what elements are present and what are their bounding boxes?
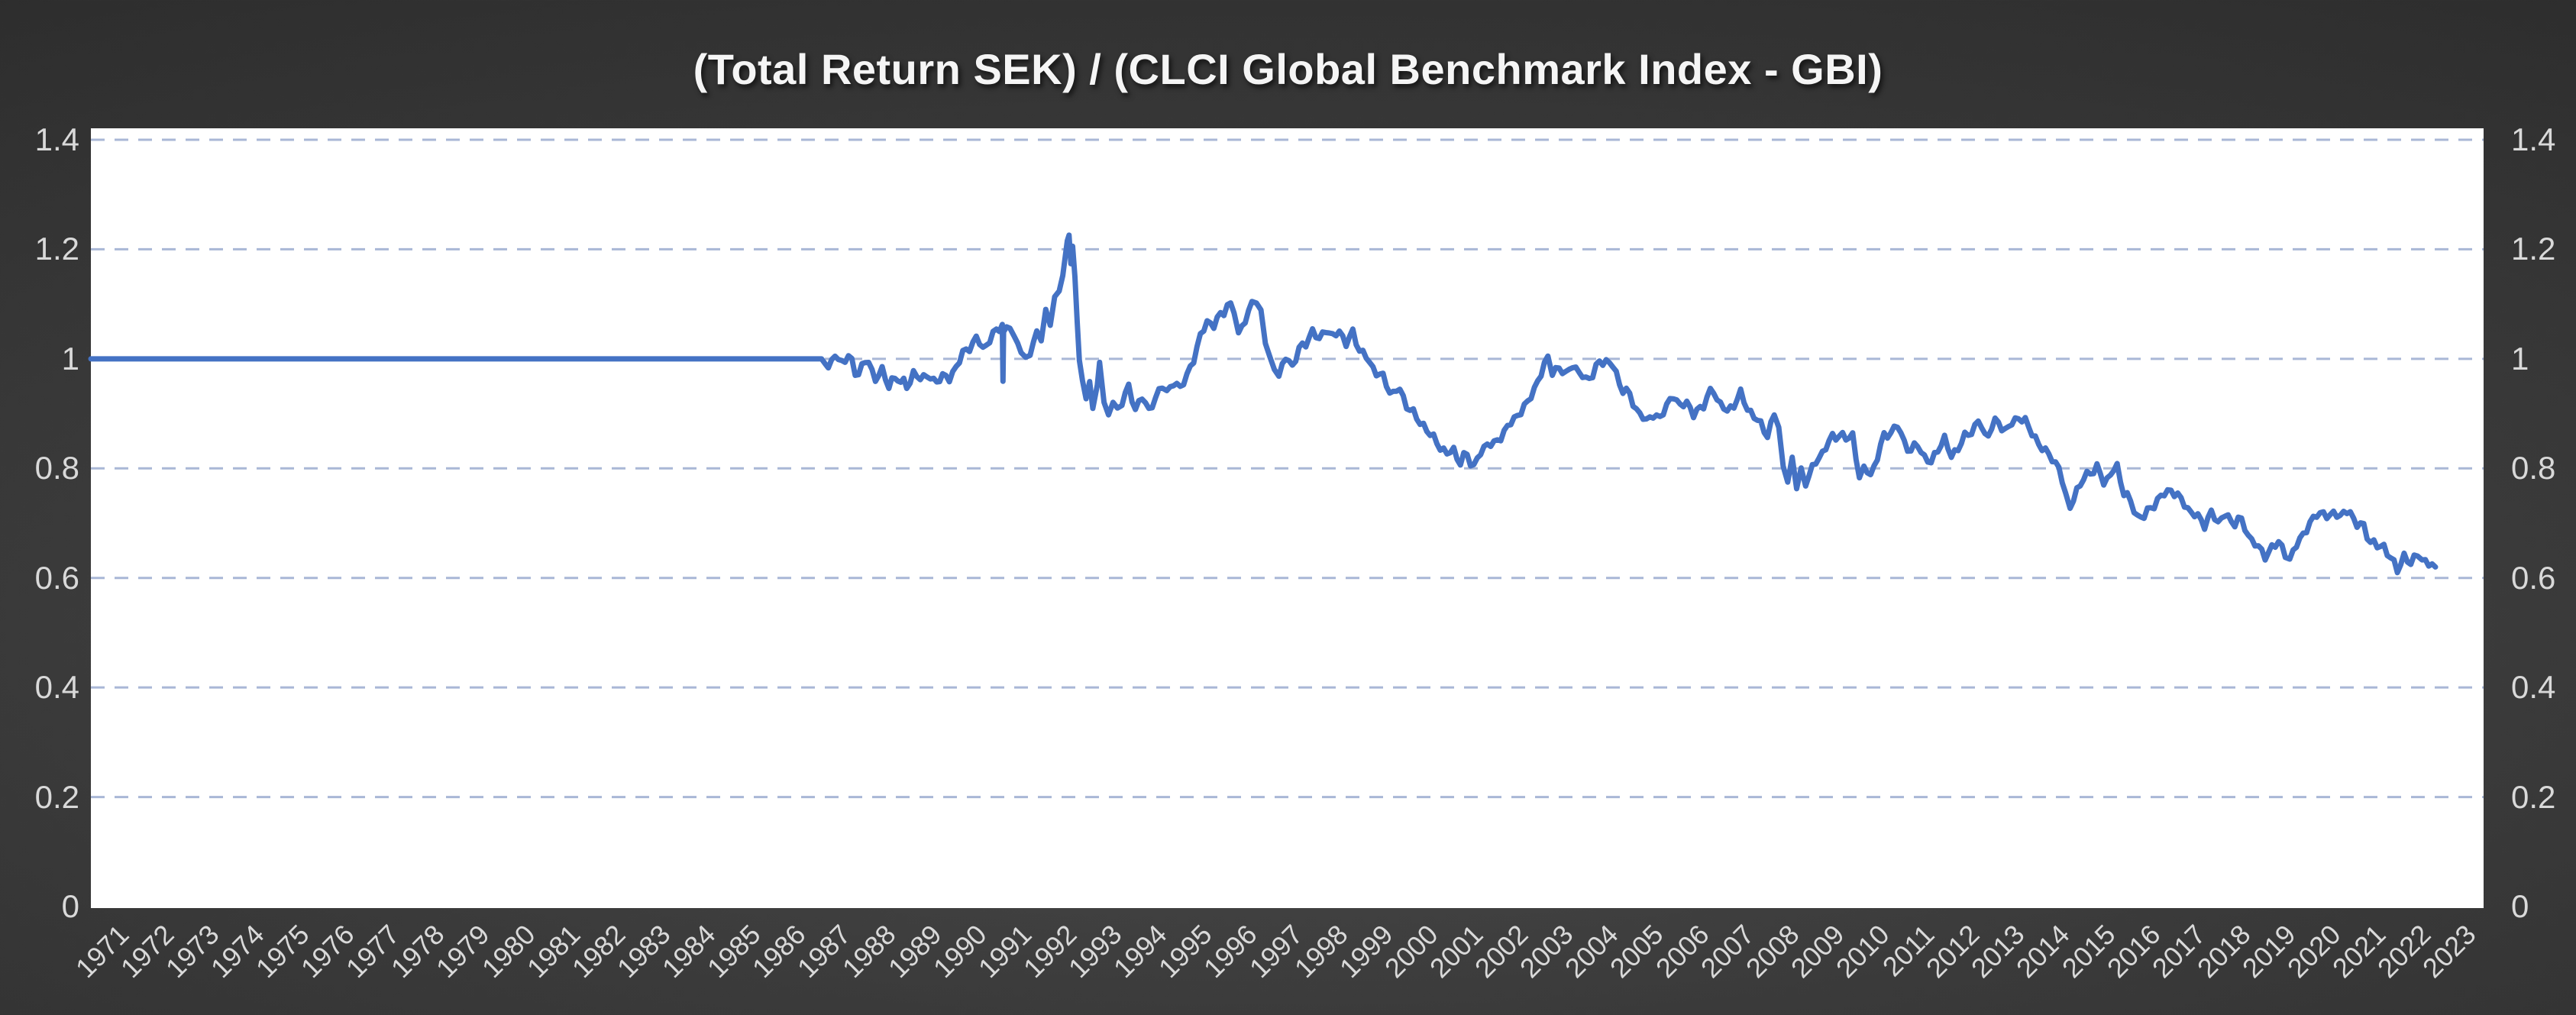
plot-area <box>91 128 2484 908</box>
y-axis-label-left: 1.4 <box>34 121 79 157</box>
y-axis-label-right: 0 <box>2511 888 2529 924</box>
y-axis-label-right: 0.2 <box>2511 778 2556 815</box>
y-axis-label-left: 1 <box>61 340 79 377</box>
y-axis-label-right: 1.4 <box>2511 121 2556 157</box>
y-axis-label-left: 0.2 <box>34 778 79 815</box>
y-axis-label-left: 0.8 <box>34 450 79 486</box>
y-axis-label-left: 0.6 <box>34 559 79 596</box>
y-axis-label-left: 1.2 <box>34 231 79 267</box>
y-axis-label-left: 0 <box>61 888 79 924</box>
y-axis-label-right: 0.8 <box>2511 450 2556 486</box>
y-axis-label-right: 1 <box>2511 340 2529 377</box>
y-axis-label-right: 1.2 <box>2511 231 2556 267</box>
series-line <box>88 232 2439 576</box>
y-axis-label-right: 0.6 <box>2511 559 2556 596</box>
chart-title: (Total Return SEK) / (CLCI Global Benchm… <box>693 44 1883 93</box>
y-axis-label-left: 0.4 <box>34 669 79 706</box>
y-axis-label-right: 0.4 <box>2511 669 2556 706</box>
